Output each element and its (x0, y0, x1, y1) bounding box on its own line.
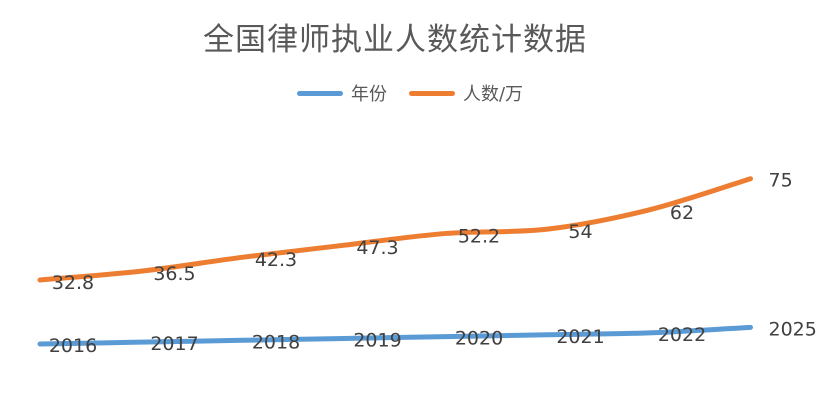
year-label-0: 2016 (49, 335, 97, 357)
count-label-7: 75 (769, 170, 793, 192)
count-label-5: 54 (568, 221, 592, 243)
legend-label-count: 人数/万 (462, 84, 524, 105)
count-label-0: 32.8 (52, 272, 94, 294)
count-label-4: 52.2 (458, 225, 500, 247)
legend: 年份 人数/万 (0, 80, 820, 106)
legend-swatch-count (408, 90, 455, 96)
count-label-3: 47.3 (356, 237, 398, 259)
count-label-6: 62 (670, 202, 694, 224)
count-label-1: 36.5 (153, 263, 195, 285)
legend-swatch-year (296, 90, 343, 96)
year-label-1: 2017 (150, 333, 198, 355)
series-line-count (37, 176, 753, 283)
year-label-5: 2021 (556, 326, 604, 348)
legend-label-year: 年份 (350, 84, 387, 105)
legend-item-count: 人数/万 (408, 80, 524, 106)
year-label-6: 2022 (658, 324, 706, 346)
year-label-7: 2025 (769, 318, 817, 340)
series-line-year (37, 324, 753, 347)
year-label-4: 2020 (455, 328, 503, 350)
chart-title: 全国律师执业人数统计数据 (203, 22, 587, 58)
year-label-3: 2019 (353, 329, 401, 351)
count-label-2: 42.3 (255, 249, 297, 271)
year-label-2: 2018 (252, 331, 300, 353)
legend-item-year: 年份 (296, 80, 387, 106)
